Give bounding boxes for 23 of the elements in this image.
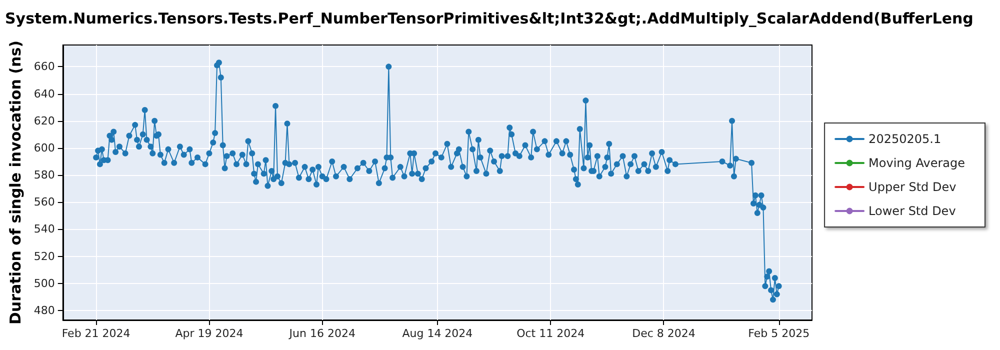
x-tick-label: Apr 19 2024 [175,327,244,340]
x-tick-label: Jun 16 2024 [288,327,356,340]
legend-label: 20250205.1 [868,132,942,146]
y-tick-label: 580 [34,168,55,182]
y-tick-label: 540 [34,222,55,236]
y-tick-label: 620 [34,114,55,128]
y-tick-label: 640 [34,87,55,100]
legend-label: Moving Average [868,156,966,170]
chart-title: System.Numerics.Tensors.Tests.Perf_NumberTensorPrimitives&lt;Int32&gt;.AddMultiply_ScalarAddend(BufferLeng [5,10,974,28]
x-tick-label: Feb 21 2024 [62,327,130,340]
legend-label: Lower Std Dev [868,204,956,218]
x-tick-label: Aug 14 2024 [402,327,473,340]
y-tick-label: 560 [34,196,55,209]
legend-label: Upper Std Dev [868,180,956,194]
y-tick-label: 480 [34,304,55,318]
y-tick-label: 500 [34,276,55,290]
x-tick-label: Feb 5 2025 [748,327,810,340]
y-tick-label: 660 [34,60,55,74]
x-tick-label: Oct 11 2024 [516,327,585,340]
y-tick-label: 600 [34,141,55,154]
y-tick-label: 520 [34,250,55,263]
y-axis-title: Duration of single invocation (ns) [6,40,24,324]
x-tick-label: Dec 8 2024 [632,327,696,340]
